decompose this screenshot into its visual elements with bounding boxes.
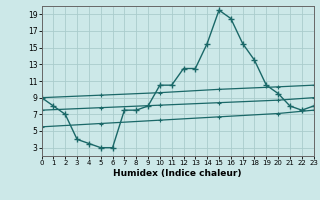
X-axis label: Humidex (Indice chaleur): Humidex (Indice chaleur) — [113, 169, 242, 178]
